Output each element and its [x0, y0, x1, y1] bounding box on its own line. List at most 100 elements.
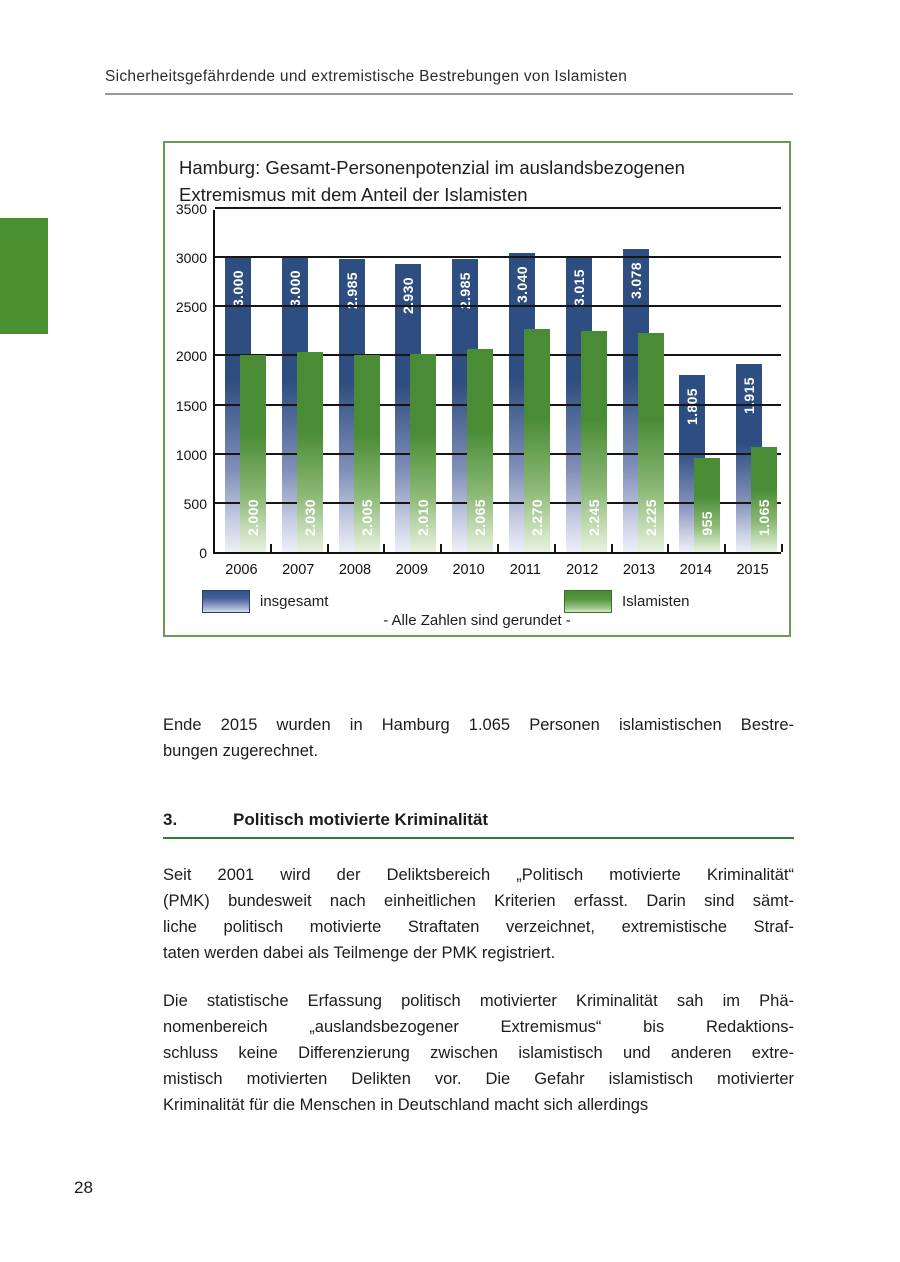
bar-group-2012: 3.015 2.245 — [556, 210, 613, 552]
x-tick-label: 2007 — [282, 562, 315, 578]
bar-group-2007: 3.000 2.030 — [272, 210, 329, 552]
y-tick-label: 500 — [183, 495, 207, 512]
x-tick-label: 2011 — [509, 562, 541, 578]
y-axis-labels: 0 500 1000 1500 2000 2500 3000 3500 — [165, 201, 207, 561]
paragraph-1: Ende 2015 wurden in Hamburg 1.065 Person… — [163, 712, 794, 764]
x-tick-label: 2013 — [622, 562, 656, 578]
bar-group-2010: 2.985 2.065 — [442, 210, 499, 552]
bar-group-2014: 1.805 955 — [669, 210, 726, 552]
x-axis-tick — [610, 544, 613, 552]
bar-group-2011: 3.040 2.270 — [499, 210, 556, 552]
bar-value-label: 2.985 — [457, 271, 474, 309]
x-axis-labels: 2006 2007 2008 2009 2010 2011 2012 2013 2014 2015 — [213, 562, 781, 582]
section-heading: 3. Politisch motivierte Kriminalität — [163, 810, 794, 839]
y-tick-label: 3500 — [175, 201, 207, 217]
bar-value-label: 1.805 — [684, 387, 701, 425]
x-tick-label: 2015 — [736, 562, 769, 578]
text-line: Seit 2001 wird der Deliktsbereich „Polit… — [163, 866, 794, 884]
bar-islamisten: 2.000 — [240, 355, 266, 552]
paragraph-2: Seit 2001 wird der Deliktsbereich „Polit… — [163, 862, 794, 966]
x-tick-label: 2012 — [566, 562, 599, 578]
gridline — [215, 354, 781, 357]
chart-panel: Hamburg: Gesamt-Personenpotenzial im aus… — [163, 141, 791, 637]
bar-islamisten: 1.065 — [751, 447, 778, 552]
y-tick-label: 1500 — [175, 397, 207, 414]
chart-title-line2: Extremismus mit dem Anteil der Islamiste… — [179, 184, 528, 205]
text-line: liche politisch motivierte Straftaten ve… — [163, 918, 794, 936]
bar-value-label: 1.065 — [756, 498, 773, 536]
bar-value-label: 2.985 — [343, 271, 360, 309]
text-line: bungen zugerechnet. — [163, 742, 319, 760]
bar-islamisten: 2.030 — [296, 352, 323, 552]
text-line: nomenbereich „auslandsbezogener Extremis… — [163, 1018, 794, 1036]
section-number: 3. — [163, 810, 178, 829]
running-header: Sicherheitsgefährdende und extremistisch… — [105, 68, 793, 95]
bar-group-2013: 3.078 2.225 — [613, 210, 670, 552]
gridline — [215, 403, 781, 406]
legend-swatch-blue — [202, 590, 250, 613]
bar-group-2009: 2.930 2.010 — [385, 210, 442, 552]
bar-value-label: 2.030 — [301, 498, 318, 536]
legend-item-islamisten: Islamisten — [564, 590, 690, 613]
gridline — [215, 501, 781, 504]
bar-islamisten: 2.225 — [637, 333, 664, 552]
gridline — [215, 305, 781, 308]
y-tick-label: 1000 — [175, 446, 207, 463]
bar-value-label: 3.000 — [230, 270, 246, 308]
text-line: taten werden dabei als Teilmenge der PMK… — [163, 944, 556, 962]
x-axis-tick — [497, 544, 499, 552]
bar-value-label: 2.010 — [415, 498, 432, 536]
bar-value-label: 3.015 — [570, 268, 587, 306]
legend-label: Islamisten — [622, 593, 690, 610]
bar-value-label: 2.245 — [585, 498, 602, 536]
bar-value-label: 2.930 — [400, 277, 417, 315]
x-axis-tick — [269, 544, 272, 552]
x-tick-label: 2010 — [452, 562, 485, 578]
bar-islamisten: 2.010 — [410, 354, 437, 552]
legend-label: insgesamt — [260, 593, 329, 610]
gridline — [215, 452, 781, 455]
gridline — [215, 256, 781, 259]
bar-value-label: 3.040 — [514, 266, 530, 304]
x-tick-label: 2009 — [395, 562, 428, 578]
chapter-tab-marker — [0, 218, 48, 334]
y-tick-label: 3000 — [175, 250, 207, 267]
x-axis-tick — [326, 544, 329, 552]
bar-value-label: 955 — [699, 511, 716, 536]
chart-title: Hamburg: Gesamt-Personenpotenzial im aus… — [179, 154, 685, 208]
chart-title-line1: Hamburg: Gesamt-Personenpotenzial im aus… — [179, 157, 685, 178]
bar-islamisten: 2.245 — [580, 331, 607, 552]
bar-islamisten: 2.065 — [467, 349, 494, 552]
x-axis-tick — [553, 544, 556, 552]
bar-group-2006: 3.000 2.000 — [215, 210, 272, 552]
bar-value-label: 2.225 — [642, 498, 659, 536]
plot-area: 3.000 2.000 3.000 2.030 2.985 2.005 2.930 2.010… — [213, 207, 783, 554]
x-axis-tick — [440, 544, 443, 552]
text-line: schluss keine Differenzierung zwischen i… — [163, 1044, 794, 1062]
bar-islamisten: 955 — [694, 458, 721, 552]
page-number: 28 — [74, 1178, 93, 1197]
text-line: mistisch motivierten Delikten vor. Die G… — [163, 1070, 794, 1088]
text-line: Ende 2015 wurden in Hamburg 1.065 Person… — [163, 716, 794, 734]
text-line: Die statistische Erfassung politisch mot… — [163, 992, 794, 1010]
bar-group-2008: 2.985 2.005 — [329, 210, 386, 552]
bar-value-label: 3.078 — [627, 262, 644, 300]
bar-value-label: 3.000 — [286, 270, 303, 308]
bar-group-2015: 1.915 1.065 — [726, 210, 783, 552]
text-line: (PMK) bundesweit nach einheitlichen Krit… — [163, 892, 794, 910]
x-axis-tick — [383, 544, 386, 552]
bar-islamisten: 2.270 — [524, 328, 550, 552]
bar-value-label: 2.065 — [472, 498, 489, 536]
legend-swatch-green — [564, 590, 612, 613]
y-tick-label: 2500 — [175, 299, 207, 316]
x-tick-label: 2014 — [679, 562, 712, 578]
x-tick-label: 2008 — [338, 562, 372, 578]
x-axis-tick — [724, 544, 727, 552]
bar-islamisten: 2.005 — [353, 354, 380, 552]
legend-item-insgesamt: insgesamt — [202, 590, 328, 613]
x-axis-tick — [667, 544, 670, 552]
paragraph-3: Die statistische Erfassung politisch mot… — [163, 988, 794, 1118]
bar-value-label: 1.915 — [741, 376, 758, 414]
gridline — [215, 207, 781, 209]
y-tick-label: 0 — [199, 545, 207, 561]
